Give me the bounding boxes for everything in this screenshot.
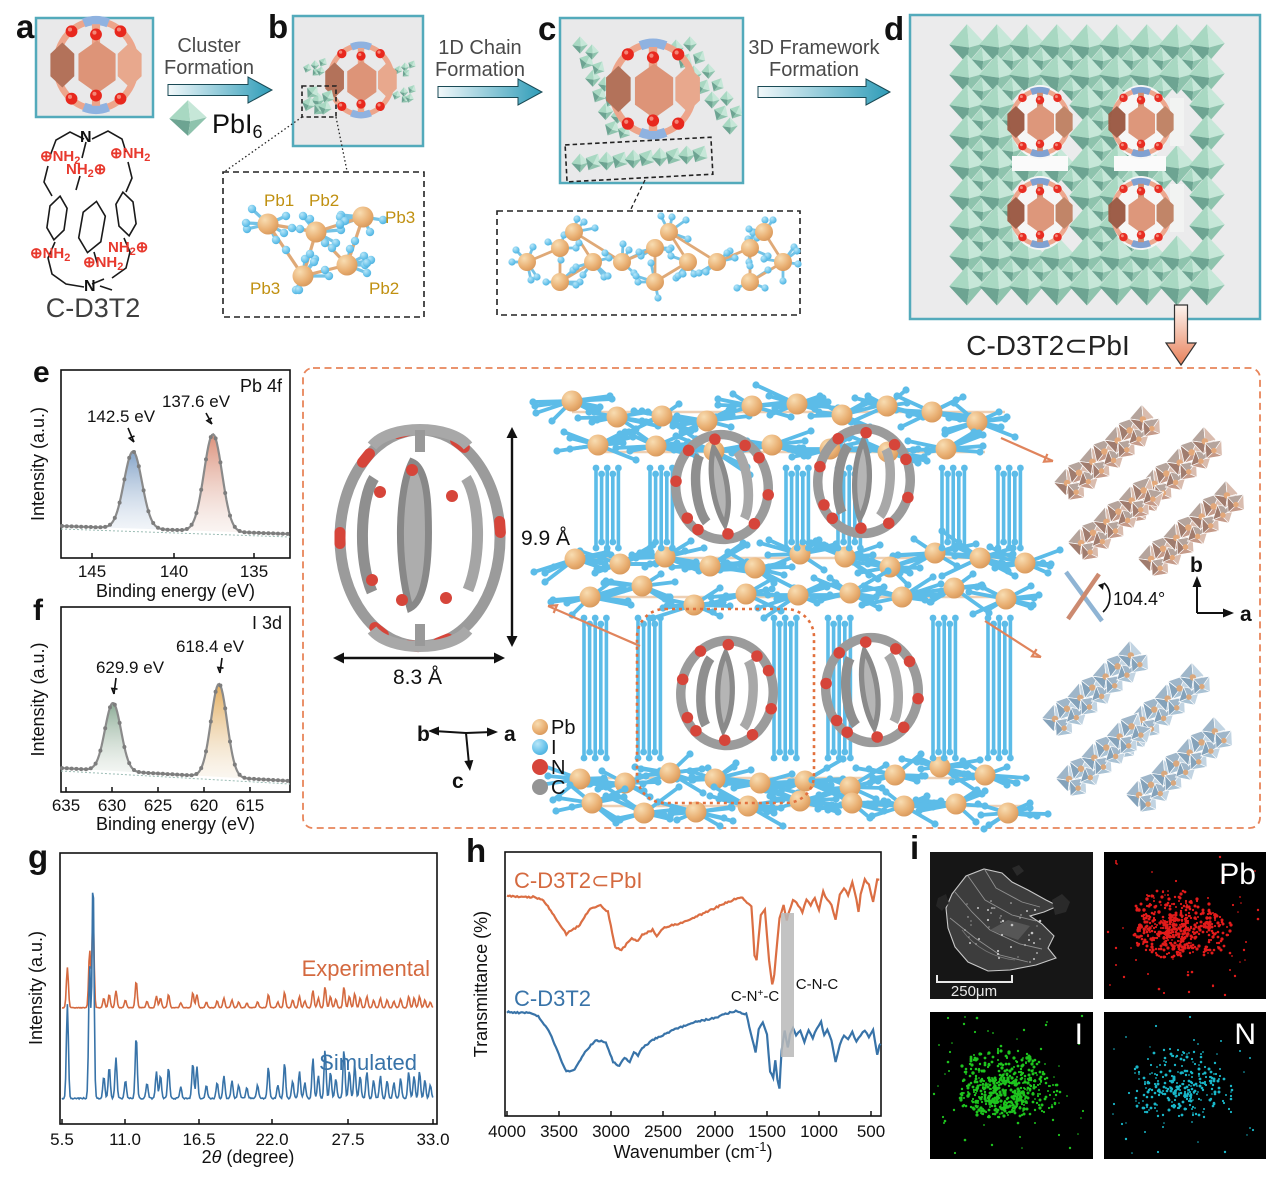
svg-text:f: f — [33, 594, 44, 627]
svg-text:Intensity (a.u.): Intensity (a.u.) — [28, 642, 48, 756]
svg-text:8.3 Å: 8.3 Å — [393, 666, 442, 689]
svg-text:9.9 Å: 9.9 Å — [521, 527, 570, 550]
svg-text:4000: 4000 — [488, 1122, 526, 1141]
svg-text:I: I — [551, 737, 557, 759]
svg-text:Formation: Formation — [435, 59, 525, 81]
svg-text:142.5 eV: 142.5 eV — [87, 407, 156, 426]
svg-text:a: a — [504, 723, 516, 746]
svg-text:I 3d: I 3d — [252, 613, 282, 633]
svg-text:Pb3: Pb3 — [385, 208, 415, 227]
svg-text:5.5: 5.5 — [50, 1130, 74, 1149]
svg-text:620: 620 — [190, 796, 218, 815]
svg-text:1500: 1500 — [748, 1122, 786, 1141]
svg-text:b: b — [417, 723, 430, 746]
svg-text:3500: 3500 — [540, 1122, 578, 1141]
svg-text:N: N — [84, 278, 96, 295]
svg-text:C-N-C: C-N-C — [796, 976, 839, 993]
svg-text:250μm: 250μm — [951, 983, 997, 1000]
svg-text:135: 135 — [240, 562, 268, 581]
svg-text:615: 615 — [236, 796, 264, 815]
svg-text:⊕NH2: ⊕NH2 — [110, 145, 150, 164]
svg-text:d: d — [884, 10, 904, 47]
svg-text:Formation: Formation — [769, 59, 859, 81]
svg-text:Pb: Pb — [551, 717, 575, 739]
svg-text:b: b — [1190, 554, 1203, 577]
svg-text:104.4°: 104.4° — [1113, 589, 1165, 609]
svg-text:Pb 4f: Pb 4f — [240, 376, 283, 396]
svg-text:Experimental: Experimental — [302, 956, 430, 981]
svg-text:b: b — [268, 8, 288, 45]
svg-text:Transmittance (%): Transmittance (%) — [471, 911, 491, 1057]
svg-text:Intensity (a.u.): Intensity (a.u.) — [28, 407, 48, 521]
svg-text:145: 145 — [78, 562, 106, 581]
svg-text:3000: 3000 — [592, 1122, 630, 1141]
svg-text:635: 635 — [52, 796, 80, 815]
svg-text:27.5: 27.5 — [331, 1130, 364, 1149]
svg-text:N: N — [1234, 1018, 1256, 1051]
svg-text:N: N — [551, 757, 565, 779]
svg-text:1000: 1000 — [800, 1122, 838, 1141]
svg-text:a: a — [1240, 603, 1252, 626]
svg-text:618.4 eV: 618.4 eV — [176, 637, 245, 656]
svg-text:16.5: 16.5 — [182, 1130, 215, 1149]
svg-text:C-D3T2⊂PbI: C-D3T2⊂PbI — [966, 330, 1130, 361]
svg-text:Binding energy (eV): Binding energy (eV) — [96, 581, 255, 601]
svg-text:C-N+-C: C-N+-C — [731, 988, 780, 1005]
svg-text:Pb: Pb — [1219, 858, 1256, 891]
svg-text:Wavenumber (cm-1): Wavenumber (cm-1) — [614, 1139, 773, 1162]
svg-text:NH2⊕: NH2⊕ — [66, 161, 106, 180]
svg-text:a: a — [16, 8, 35, 45]
svg-text:Pb2: Pb2 — [369, 279, 399, 298]
svg-text:Intensity (a.u.): Intensity (a.u.) — [26, 931, 46, 1045]
svg-text:33.0: 33.0 — [416, 1130, 449, 1149]
svg-text:C-D3T2⊂PbI: C-D3T2⊂PbI — [514, 868, 642, 893]
svg-text:e: e — [33, 356, 50, 389]
svg-text:3D Framework: 3D Framework — [748, 37, 880, 59]
svg-text:Simulated: Simulated — [319, 1050, 417, 1075]
svg-text:1D Chain: 1D Chain — [438, 37, 521, 59]
svg-text:140: 140 — [160, 562, 188, 581]
svg-text:2000: 2000 — [696, 1122, 734, 1141]
svg-text:629.9 eV: 629.9 eV — [96, 658, 165, 677]
svg-text:Binding energy (eV): Binding energy (eV) — [96, 814, 255, 834]
svg-text:NH2⊕: NH2⊕ — [108, 239, 148, 258]
svg-text:C-D3T2: C-D3T2 — [514, 986, 591, 1011]
svg-text:⊕NH2: ⊕NH2 — [83, 254, 123, 273]
svg-text:137.6 eV: 137.6 eV — [162, 392, 231, 411]
svg-text:11.0: 11.0 — [109, 1130, 141, 1149]
svg-text:g: g — [28, 838, 48, 875]
svg-text:625: 625 — [144, 796, 172, 815]
svg-text:Pb3: Pb3 — [250, 279, 280, 298]
svg-text:Cluster: Cluster — [177, 35, 241, 57]
svg-text:⊕NH2: ⊕NH2 — [30, 245, 70, 264]
svg-text:630: 630 — [98, 796, 126, 815]
svg-text:2500: 2500 — [644, 1122, 682, 1141]
svg-text:Pb2: Pb2 — [309, 191, 339, 210]
svg-text:h: h — [466, 832, 486, 869]
svg-text:2θ (degree): 2θ (degree) — [202, 1147, 295, 1167]
svg-text:Formation: Formation — [164, 57, 254, 79]
svg-text:C-D3T2: C-D3T2 — [46, 293, 141, 323]
svg-text:I: I — [1075, 1018, 1083, 1051]
svg-text:i: i — [910, 829, 919, 866]
svg-text:c: c — [452, 770, 464, 793]
svg-text:C: C — [551, 777, 565, 799]
svg-text:c: c — [538, 10, 556, 47]
svg-text:⊕NH2: ⊕NH2 — [40, 148, 80, 167]
svg-text:500: 500 — [857, 1122, 885, 1141]
svg-text:22.0: 22.0 — [255, 1130, 288, 1149]
svg-text:Pb1: Pb1 — [264, 191, 294, 210]
svg-text:N: N — [80, 129, 92, 146]
